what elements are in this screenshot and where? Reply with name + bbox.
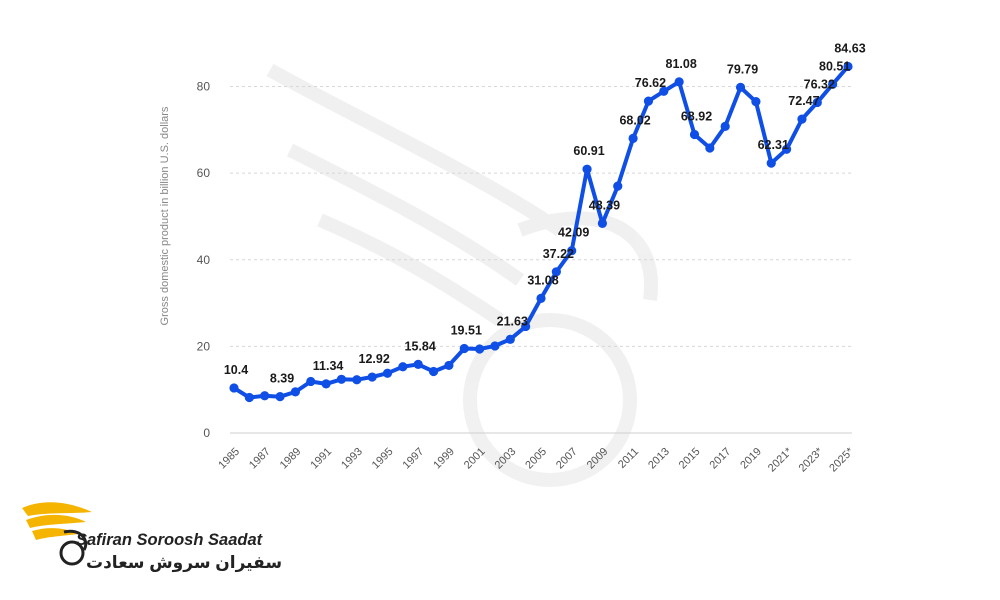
data-point[interactable] <box>505 334 515 344</box>
data-label: 15.84 <box>405 339 436 353</box>
data-label: 68.92 <box>681 109 712 123</box>
x-tick-label: 1989 <box>278 446 304 472</box>
data-label: 37.22 <box>543 247 574 261</box>
data-point[interactable] <box>490 341 500 351</box>
data-label: 19.51 <box>451 323 482 337</box>
data-point[interactable] <box>628 133 638 143</box>
data-label: 79.79 <box>727 62 758 76</box>
x-tick-label: 2021* <box>766 445 795 474</box>
data-point[interactable] <box>797 114 807 124</box>
data-point[interactable] <box>459 343 469 354</box>
x-tick-label: 2019 <box>738 446 764 472</box>
data-point[interactable] <box>382 368 393 378</box>
data-point[interactable] <box>689 129 700 140</box>
data-point[interactable] <box>720 121 730 131</box>
y-tick-label: 80 <box>197 80 211 94</box>
data-point[interactable] <box>812 97 822 108</box>
x-tick-label: 1997 <box>401 446 427 472</box>
data-point[interactable] <box>260 391 270 401</box>
x-tick-label: 2005 <box>523 446 549 472</box>
data-point[interactable] <box>582 164 592 174</box>
x-tick-label: 1991 <box>308 446 334 472</box>
y-axis-label: Gross domestic product in billion U.S. d… <box>159 106 171 325</box>
data-point[interactable] <box>444 360 454 371</box>
data-label: 76.32 <box>804 77 835 91</box>
data-point[interactable] <box>843 61 853 72</box>
data-label: 62.31 <box>758 138 789 152</box>
data-label: 48.39 <box>589 198 620 212</box>
data-point[interactable] <box>306 376 316 387</box>
data-point[interactable] <box>735 82 746 93</box>
data-point[interactable] <box>275 392 285 402</box>
data-point[interactable] <box>828 79 838 89</box>
x-tick-label: 2015 <box>677 446 703 472</box>
data-point[interactable] <box>475 344 485 354</box>
y-tick-label: 0 <box>203 426 210 440</box>
y-tick-label: 20 <box>197 339 211 353</box>
data-point[interactable] <box>751 97 761 107</box>
data-label: 80.51 <box>819 59 850 73</box>
data-label: 12.92 <box>359 352 390 366</box>
x-tick-label: 1987 <box>247 446 273 472</box>
brand-name: Safiran Soroosh Saadat <box>76 531 263 549</box>
data-label: 42.09 <box>558 226 589 240</box>
brand-name-persian: سفیران سروش سعادت <box>86 553 283 572</box>
data-point[interactable] <box>597 218 608 229</box>
x-tick-label: 1993 <box>339 446 365 472</box>
data-point[interactable] <box>229 383 239 393</box>
data-point[interactable] <box>674 77 684 87</box>
x-tick-label: 1985 <box>216 446 242 472</box>
watermark-bird-icon <box>266 63 659 487</box>
data-labels: 10.4 8.39 11.34 12.92 15.84 19.51 21.63 31.08 37… <box>224 41 866 385</box>
data-point[interactable] <box>428 366 439 377</box>
data-point[interactable] <box>521 321 531 332</box>
data-point[interactable] <box>551 267 561 277</box>
data-point[interactable] <box>567 246 577 256</box>
data-label: 72.47 <box>788 94 819 108</box>
data-label: 8.39 <box>270 372 294 386</box>
series-points <box>229 61 853 403</box>
y-tick-label: 60 <box>197 166 211 180</box>
y-axis-ticks: 0 20 40 60 80 <box>197 80 211 441</box>
x-tick-label: 2025* <box>827 445 856 474</box>
data-label: 10.4 <box>224 363 248 377</box>
x-tick-label: 1999 <box>431 446 457 472</box>
data-point[interactable] <box>613 181 623 191</box>
x-tick-label: 2007 <box>554 446 580 472</box>
data-label: 81.08 <box>666 57 697 71</box>
brand-logo-icon <box>22 502 92 566</box>
data-label: 76.62 <box>635 76 666 90</box>
data-label: 84.63 <box>834 41 865 55</box>
x-tick-label: 1995 <box>370 446 396 472</box>
data-point[interactable] <box>398 362 408 372</box>
x-tick-label: 2017 <box>708 446 734 472</box>
data-point[interactable] <box>782 144 792 154</box>
data-point[interactable] <box>643 96 654 106</box>
data-point[interactable] <box>536 293 546 303</box>
data-point[interactable] <box>352 375 362 385</box>
data-point[interactable] <box>336 374 347 384</box>
data-label: 21.63 <box>497 314 528 328</box>
x-axis-ticks: 1985 1987 1989 1991 1993 1995 1997 1999 2001 2003… <box>216 445 856 474</box>
data-point[interactable] <box>290 387 300 397</box>
data-label: 60.91 <box>573 144 604 158</box>
data-point[interactable] <box>659 86 669 96</box>
data-point[interactable] <box>413 359 423 369</box>
data-point[interactable] <box>766 158 776 168</box>
data-point[interactable] <box>705 143 715 153</box>
x-tick-label: 2013 <box>646 446 672 472</box>
data-point[interactable] <box>244 392 254 403</box>
data-label: 11.34 <box>313 359 344 373</box>
y-tick-label: 40 <box>197 253 211 267</box>
data-label: 31.08 <box>527 273 558 287</box>
x-tick-label: 2023* <box>797 445 826 474</box>
data-label: 68.02 <box>619 113 650 127</box>
data-point[interactable] <box>367 372 377 382</box>
data-point[interactable] <box>321 379 331 389</box>
grid <box>230 86 852 434</box>
series-line <box>232 65 850 400</box>
